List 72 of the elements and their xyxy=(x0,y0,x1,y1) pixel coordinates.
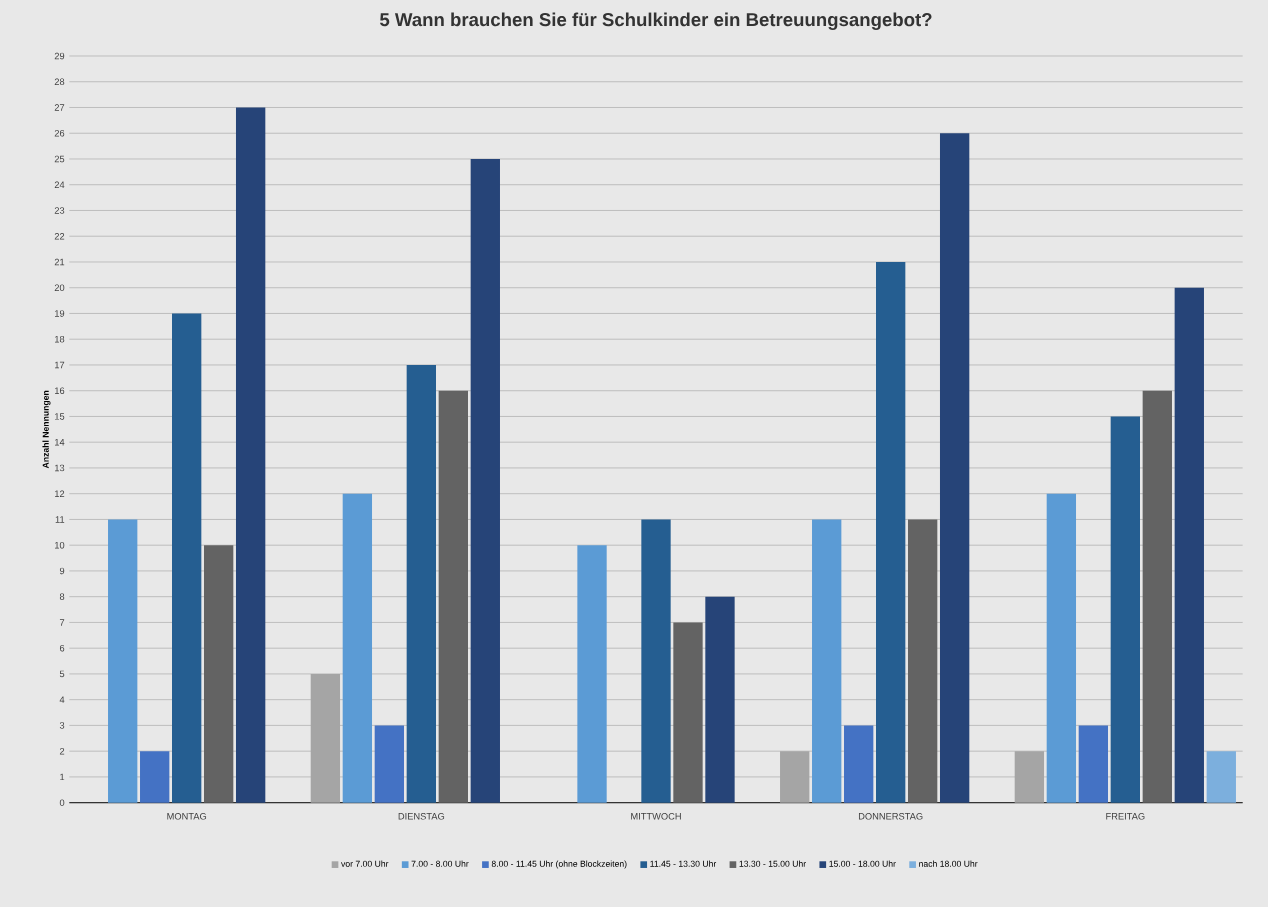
bar xyxy=(907,519,938,803)
y-tick-label: 16 xyxy=(55,387,65,395)
bar xyxy=(140,751,170,803)
legend-label: 8.00 - 11.45 Uhr (ohne Blockzeiten) xyxy=(491,860,627,869)
y-axis-title: Anzahl Nennungen xyxy=(42,390,51,469)
y-tick-label: 12 xyxy=(55,490,65,498)
y-tick-label: 7 xyxy=(59,619,65,626)
bar xyxy=(108,519,138,803)
y-tick-label: 19 xyxy=(55,310,65,317)
y-tick-label: 22 xyxy=(54,233,65,240)
bar xyxy=(876,262,906,803)
bar xyxy=(1078,725,1109,803)
bar xyxy=(172,313,202,803)
y-tick-label: 20 xyxy=(54,284,65,292)
legend-label: 15.00 - 18.00 Uhr xyxy=(829,860,896,868)
bar xyxy=(641,519,671,803)
bar xyxy=(705,596,735,803)
y-tick-label: 21 xyxy=(54,258,65,266)
legend-label: 13.30 - 15.00 Uhr xyxy=(739,860,806,868)
bar xyxy=(780,751,810,803)
y-tick-label: 11 xyxy=(55,516,65,523)
bar xyxy=(342,493,373,803)
y-tick-label: 15 xyxy=(55,413,65,420)
bar xyxy=(1046,493,1077,803)
y-tick-label: 14 xyxy=(55,439,65,446)
bar xyxy=(374,725,405,803)
y-tick-label: 28 xyxy=(54,78,65,86)
legend-label: nach 18.00 Uhr xyxy=(919,860,978,868)
y-tick-label: 4 xyxy=(59,696,65,704)
bar xyxy=(1174,287,1204,803)
chart-title: 5 Wann brauchen Sie für Schulkinder ein Betreuungsangebot? xyxy=(379,12,932,31)
x-tick-label: DONNERSTAG xyxy=(858,813,923,820)
bar xyxy=(844,725,874,803)
y-tick-label: 29 xyxy=(54,52,65,60)
bar xyxy=(310,674,341,803)
x-tick-label: MONTAG xyxy=(167,813,207,820)
y-tick-label: 5 xyxy=(59,670,65,678)
y-tick-label: 27 xyxy=(54,104,65,111)
bar xyxy=(438,390,468,803)
y-tick-label: 18 xyxy=(55,336,65,343)
y-tick-label: 2 xyxy=(59,748,65,755)
bar xyxy=(235,107,266,803)
bar xyxy=(1014,751,1045,803)
y-tick-label: 10 xyxy=(55,542,65,549)
bar xyxy=(577,545,607,803)
y-tick-label: 3 xyxy=(59,722,65,729)
x-tick-label: FREITAG xyxy=(1106,813,1145,820)
x-tick-label: DIENSTAG xyxy=(398,813,445,820)
y-tick-label: 13 xyxy=(55,464,65,472)
x-tick-label: MITTWOCH xyxy=(631,813,681,820)
bar xyxy=(812,519,842,803)
y-tick-label: 8 xyxy=(59,593,65,601)
y-tick-label: 9 xyxy=(59,567,65,575)
bar xyxy=(203,545,234,803)
bar xyxy=(1206,751,1236,803)
bar xyxy=(1142,390,1172,803)
y-tick-label: 25 xyxy=(54,155,65,163)
bar xyxy=(1110,416,1140,803)
y-tick-label: 24 xyxy=(54,181,65,189)
y-tick-label: 17 xyxy=(55,361,65,369)
bar xyxy=(939,133,970,803)
legend-label: vor 7.00 Uhr xyxy=(341,860,389,868)
bar xyxy=(673,622,703,803)
y-tick-label: 23 xyxy=(54,207,65,214)
y-tick-label: 1 xyxy=(60,773,65,781)
y-tick-label: 0 xyxy=(59,799,65,807)
legend-label: 7.00 - 8.00 Uhr xyxy=(411,860,469,868)
bar xyxy=(406,365,436,803)
legend-label: 11.45 - 13.30 Uhr xyxy=(650,860,717,868)
bar xyxy=(470,159,500,803)
y-tick-label: 6 xyxy=(59,645,65,652)
y-tick-label: 26 xyxy=(54,130,65,137)
